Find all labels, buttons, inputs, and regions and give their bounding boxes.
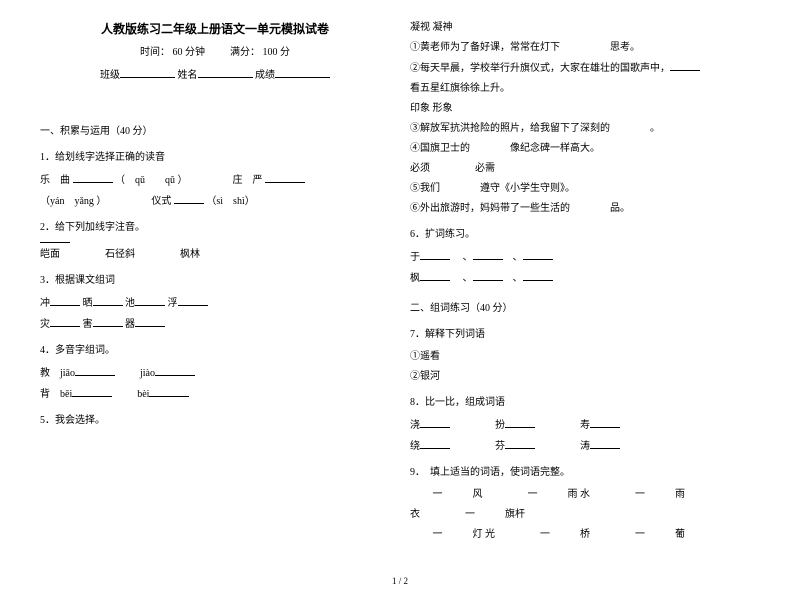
q2-title: 2．给下列加线字注音。 — [40, 220, 390, 236]
pair3: 必须 必需 — [410, 161, 760, 177]
q2-blanks — [40, 242, 390, 243]
q4-l1a: 教 jiāo — [40, 368, 75, 379]
q8-row1: 浇 扮 寿 — [410, 417, 760, 434]
q8-r2b: 芬 — [495, 441, 505, 452]
q9-row3: 一 灯 光 一 桥 一 葡 — [410, 527, 760, 543]
q8-row2: 绕 芬 涛 — [410, 438, 760, 455]
pair1: 凝视 凝神 — [410, 20, 760, 36]
q9-row1: 一 风 一 雨 水 一 雨 — [410, 487, 760, 503]
pair3a: 必须 — [410, 163, 430, 174]
time-value: 60 分钟 — [173, 47, 206, 58]
q4-l2a: 背 bēi — [40, 389, 72, 400]
q9-r2a: 衣 — [410, 509, 420, 520]
q2-c: 枫林 — [180, 249, 200, 260]
q3-title: 3．根据课文组词 — [40, 273, 390, 289]
q3-a: 冲 — [40, 298, 50, 309]
q7-title: 7．解释下列词语 — [410, 327, 760, 343]
q3-g: 器 — [125, 319, 135, 330]
q1-l2c: （sì shì） — [206, 196, 254, 207]
q1-l1a: 乐 曲 — [40, 175, 70, 186]
r-l2b: 看五星红旗徐徐上升。 — [410, 81, 760, 97]
page-footer: 1 / 2 — [0, 576, 800, 586]
q3-d: 浮 — [168, 298, 178, 309]
q9-r3c: 一 葡 — [635, 529, 685, 540]
r-l2a-text: ②每天早晨，学校举行升旗仪式，大家在雄壮的国歌声中， — [410, 63, 670, 74]
left-column: 人教版练习二年级上册语文一单元模拟试卷 时间： 60 分钟 满分： 100 分 … — [30, 20, 400, 547]
q8-r1a: 浇 — [410, 420, 420, 431]
q4-l2b: bèi — [137, 389, 149, 400]
q9-r3b: 一 桥 — [540, 529, 590, 540]
q1-line1: 乐 曲 （ qǔ qū ） 庄 严 — [40, 172, 390, 189]
q2-b: 石径斜 — [105, 249, 135, 260]
q9-r1a: 一 风 — [433, 489, 483, 500]
q8-r1b: 扮 — [495, 420, 505, 431]
q1-l1b: （ qǔ qū ） — [115, 175, 188, 186]
q9-title: 9． 填上适当的词语，使词语完整。 — [410, 465, 760, 481]
q9-r1b: 一 雨 水 — [528, 489, 591, 500]
pair2: 印象 形象 — [410, 101, 760, 117]
class-label: 班级 — [100, 70, 120, 81]
q6-line2: 枫 、 、 — [410, 270, 760, 287]
q6-title: 6．扩词练习。 — [410, 227, 760, 243]
q1-line2: （yán yǎng ） 仪式 （sì shì） — [40, 193, 390, 210]
q7-a: ①遥看 — [410, 349, 760, 365]
q9-r1c: 一 雨 — [635, 489, 685, 500]
q3-c: 池 — [125, 298, 135, 309]
q6-line1: 于 、 、 — [410, 249, 760, 266]
q8-r2a: 绕 — [410, 441, 420, 452]
doc-subtitle: 时间： 60 分钟 满分： 100 分 — [40, 45, 390, 61]
q3-b: 晒 — [83, 298, 93, 309]
r-l1: ①黄老师为了备好课，常常在灯下 思考。 — [410, 40, 760, 56]
section-1-heading: 一、积累与运用（40 分） — [40, 124, 390, 140]
time-label: 时间： — [140, 47, 170, 58]
q1-title: 1．给划线字选择正确的读音 — [40, 150, 390, 166]
q9-r3a: 一 灯 光 — [433, 529, 496, 540]
q9-row2: 衣 一 旗杆 — [410, 507, 760, 523]
q3-e: 灾 — [40, 319, 50, 330]
r-l1-text: ①黄老师为了备好课，常常在灯下 思考。 — [410, 42, 640, 53]
q2-a: 皑面 — [40, 249, 60, 260]
class-line: 班级 姓名 成绩 — [40, 67, 390, 84]
q4-line1: 教 jiāo jiào — [40, 365, 390, 382]
q9-r2b: 一 旗杆 — [465, 509, 525, 520]
q1-l1c: 庄 严 — [233, 175, 263, 186]
name-label: 姓名 — [178, 70, 198, 81]
q7-b: ②银河 — [410, 369, 760, 385]
q3-f: 害 — [83, 319, 93, 330]
q8-r2c: 涛 — [580, 441, 590, 452]
right-column: 凝视 凝神 ①黄老师为了备好课，常常在灯下 思考。 ②每天早晨，学校举行升旗仪式… — [400, 20, 770, 547]
q3-line1: 冲 晒 池 浮 — [40, 295, 390, 312]
doc-title: 人教版练习二年级上册语文一单元模拟试卷 — [40, 20, 390, 39]
q8-r1c: 寿 — [580, 420, 590, 431]
grade-label: 成绩 — [255, 70, 275, 81]
q4-line2: 背 bēi bèi — [40, 386, 390, 403]
score-label: 满分： — [230, 47, 260, 58]
q2-line: 皑面 石径斜 枫林 — [40, 247, 390, 263]
q6-a: 于 — [410, 252, 420, 263]
q4-l1b: jiào — [140, 368, 155, 379]
q6-b: 枫 — [410, 273, 420, 284]
pair3b: 必需 — [475, 163, 495, 174]
r-l4: ④国旗卫士的 像纪念碑一样高大。 — [410, 141, 760, 157]
q3-line2: 灾 害 器 — [40, 316, 390, 333]
score-value: 100 分 — [263, 47, 291, 58]
q5-title: 5．我会选择。 — [40, 413, 390, 429]
section-2-heading: 二、组词练习（40 分） — [410, 301, 760, 317]
r-l3: ③解放军抗洪抢险的照片，给我留下了深刻的 。 — [410, 121, 760, 137]
q8-title: 8．比一比，组成词语 — [410, 395, 760, 411]
q4-title: 4．多音字组词。 — [40, 343, 390, 359]
q1-l2a: （yán yǎng ） — [40, 196, 106, 207]
q1-l2b: 仪式 — [151, 196, 171, 207]
r-l5: ⑤我们 遵守《小学生守则》。 — [410, 181, 760, 197]
r-l6: ⑥外出旅游时，妈妈带了一些生活的 品。 — [410, 201, 760, 217]
r-l2a: ②每天早晨，学校举行升旗仪式，大家在雄壮的国歌声中， — [410, 60, 760, 77]
